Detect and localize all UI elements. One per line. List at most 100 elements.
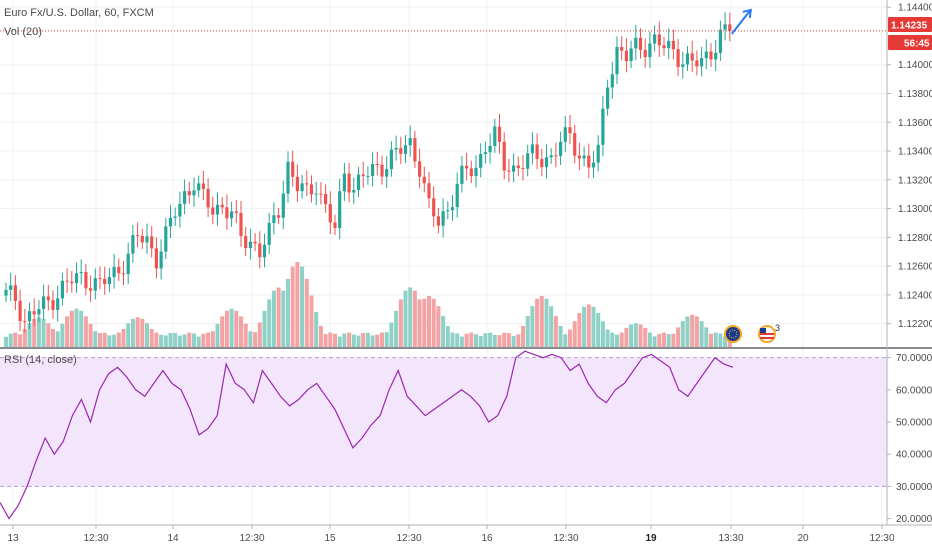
candle-body <box>164 226 168 252</box>
volume-bar <box>356 335 361 347</box>
volume-bar <box>619 332 624 347</box>
volume-bar <box>173 332 178 347</box>
candle-body <box>375 163 379 165</box>
current-price-text: 1.14235 <box>891 21 928 32</box>
candle-body <box>42 296 46 310</box>
candle-body <box>121 273 126 275</box>
trend-arrow-icon <box>731 8 752 35</box>
volume-bar <box>553 316 558 347</box>
time-tick-label: 15 <box>324 533 336 544</box>
volume-bar <box>239 316 243 347</box>
volume-bar <box>342 333 347 347</box>
volume-bar <box>55 331 60 347</box>
candle-body <box>84 271 88 289</box>
candle-body <box>465 165 469 169</box>
candle-body <box>23 321 27 323</box>
volume-bar <box>713 332 718 347</box>
price-tick-label: 1.12200 <box>898 319 932 330</box>
candle-body <box>333 222 337 229</box>
candle-body <box>13 285 17 301</box>
volume-bar <box>469 332 474 347</box>
volume-bar <box>22 328 27 347</box>
volume-bar <box>318 325 323 347</box>
volume-bar <box>32 318 37 347</box>
candle-body <box>676 49 680 68</box>
candle-body <box>643 49 647 58</box>
candle-body <box>723 24 727 30</box>
candle-body <box>690 53 694 61</box>
volume-bar <box>652 336 657 347</box>
volume-bar <box>647 332 652 347</box>
volume-bar <box>671 333 676 347</box>
volume-bar <box>535 298 540 347</box>
candle-body <box>126 253 130 275</box>
candle-body <box>413 138 417 162</box>
time-tick-label: 14 <box>167 533 179 544</box>
volume-bar <box>196 336 201 347</box>
candle-body <box>32 311 36 315</box>
volume-bar <box>182 334 187 347</box>
volume-bar <box>130 318 135 347</box>
candle-body <box>89 288 93 291</box>
volume-bar <box>328 332 333 347</box>
eu-event-badge[interactable] <box>724 325 742 343</box>
volume-bar <box>417 299 422 347</box>
candle-body <box>638 37 643 50</box>
candle-body <box>610 74 614 88</box>
volume-bar <box>638 324 643 347</box>
candle-body <box>577 155 581 159</box>
volume-bar <box>253 332 258 347</box>
volume-bars <box>4 262 732 347</box>
candle-body <box>356 174 361 190</box>
price-tick-label: 1.13600 <box>898 118 932 129</box>
volume-bar <box>666 334 671 347</box>
candle-body <box>385 169 389 177</box>
volume-bar <box>4 336 8 347</box>
time-tick-label: 12:30 <box>239 533 264 544</box>
candle-body <box>521 168 525 170</box>
candle-body <box>549 155 553 158</box>
volume-bar <box>159 334 164 347</box>
candle-body <box>262 244 267 258</box>
volume-bar <box>568 329 572 347</box>
candle-body <box>248 241 252 249</box>
volume-bar <box>18 334 23 347</box>
candle-body <box>371 163 375 176</box>
rsi-label: RSI (14, close) <box>4 354 77 366</box>
candle-body <box>573 133 577 156</box>
candle-body <box>418 161 422 177</box>
candle-body <box>154 248 158 269</box>
eu-flag-icon <box>728 329 738 339</box>
volume-bar <box>309 295 314 347</box>
candle-body <box>324 194 328 205</box>
us-event-badge[interactable]: 3 <box>758 323 780 343</box>
volume-bar <box>333 333 337 347</box>
candle-body <box>136 235 140 237</box>
volume-bar <box>365 332 370 347</box>
candle-body <box>230 211 234 219</box>
candle-body <box>159 251 163 269</box>
candle-body <box>314 193 318 195</box>
candle-body <box>60 280 64 299</box>
candle-body <box>596 144 600 163</box>
volume-bar <box>210 331 215 347</box>
candle-body <box>183 191 187 204</box>
volume-bar <box>478 336 483 347</box>
candle-body <box>277 215 281 218</box>
time-tick-label: 20 <box>797 533 809 544</box>
candle-body <box>554 155 558 157</box>
volume-bar <box>704 327 709 347</box>
candle-body <box>201 183 205 189</box>
volume-bar <box>145 323 149 347</box>
candle-body <box>215 204 220 215</box>
candle-body <box>394 147 398 150</box>
candle-body <box>168 217 173 227</box>
candle-body <box>74 273 79 284</box>
time-tick-label: 19 <box>645 533 657 544</box>
price-tick-label: 1.14000 <box>898 60 932 71</box>
rsi-band <box>0 357 887 487</box>
candle-body <box>79 271 83 274</box>
candle-body <box>587 155 591 168</box>
volume-bar <box>441 316 446 347</box>
candle-body <box>728 24 732 31</box>
